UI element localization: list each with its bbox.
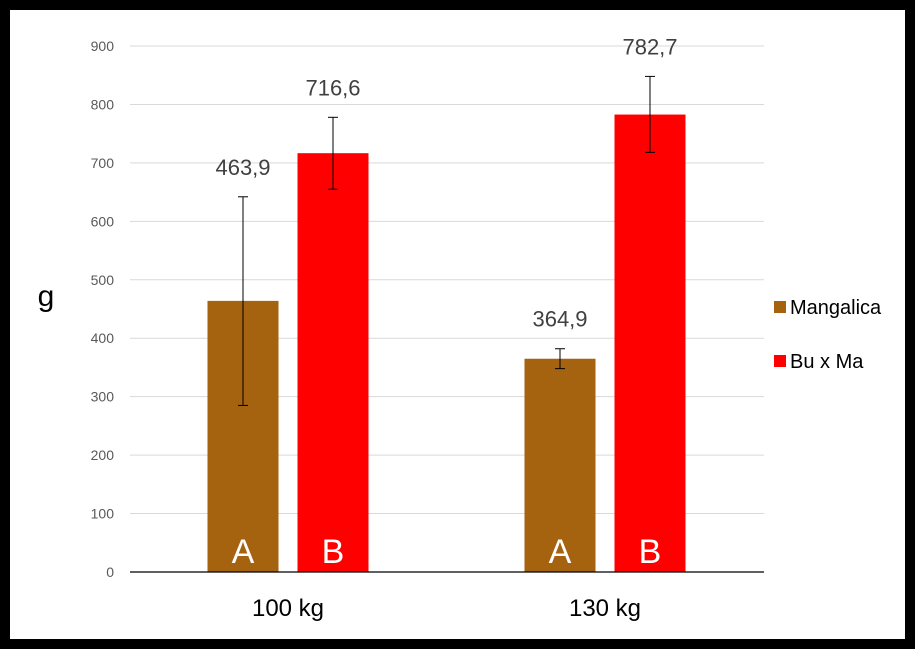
legend-swatch-1 bbox=[774, 355, 786, 367]
label-layer: 463,9 A 364,9 A 716,6 B 782,7 B bbox=[215, 34, 677, 571]
data-label-0-1: 364,9 bbox=[532, 307, 587, 332]
y-tick-label-300: 300 bbox=[91, 389, 115, 405]
bar-layer bbox=[207, 114, 686, 573]
category-label-0: 100 kg bbox=[252, 595, 324, 622]
data-label-1-0: 716,6 bbox=[305, 75, 360, 100]
y-tick-label-500: 500 bbox=[91, 272, 115, 288]
y-tick-label-900: 900 bbox=[91, 38, 115, 54]
y-tick-label-800: 800 bbox=[91, 96, 115, 112]
axis-layer: 0 100 200 300 400 500 600 700 800 900 100 kg 130 kg bbox=[91, 38, 764, 622]
y-tick-label-600: 600 bbox=[91, 213, 115, 229]
y-tick-label-0: 0 bbox=[106, 564, 114, 580]
bar-1-1 bbox=[614, 114, 686, 573]
y-tick-label-400: 400 bbox=[91, 330, 115, 346]
data-label-1-1: 782,7 bbox=[622, 34, 677, 59]
significance-letter-0-1: A bbox=[549, 533, 572, 571]
significance-letter-0-0: A bbox=[232, 533, 255, 571]
bar-1-0 bbox=[297, 153, 369, 572]
bar-0-1 bbox=[524, 358, 596, 572]
chart-panel bbox=[10, 10, 905, 639]
y-tick-label-700: 700 bbox=[91, 155, 115, 171]
y-tick-label-200: 200 bbox=[91, 447, 115, 463]
significance-letter-1-1: B bbox=[639, 533, 662, 571]
legend-label-1: Bu x Ma bbox=[790, 351, 864, 373]
y-axis-title: g bbox=[38, 280, 55, 313]
significance-letter-1-0: B bbox=[322, 533, 345, 571]
y-tick-label-100: 100 bbox=[91, 506, 115, 522]
data-label-0-0: 463,9 bbox=[215, 155, 270, 180]
legend-swatch-0 bbox=[774, 301, 786, 313]
category-label-1: 130 kg bbox=[569, 595, 641, 622]
legend-label-0: Mangalica bbox=[790, 297, 882, 319]
error-layer bbox=[238, 75, 655, 406]
legend: Mangalica Bu x Ma bbox=[774, 297, 882, 373]
